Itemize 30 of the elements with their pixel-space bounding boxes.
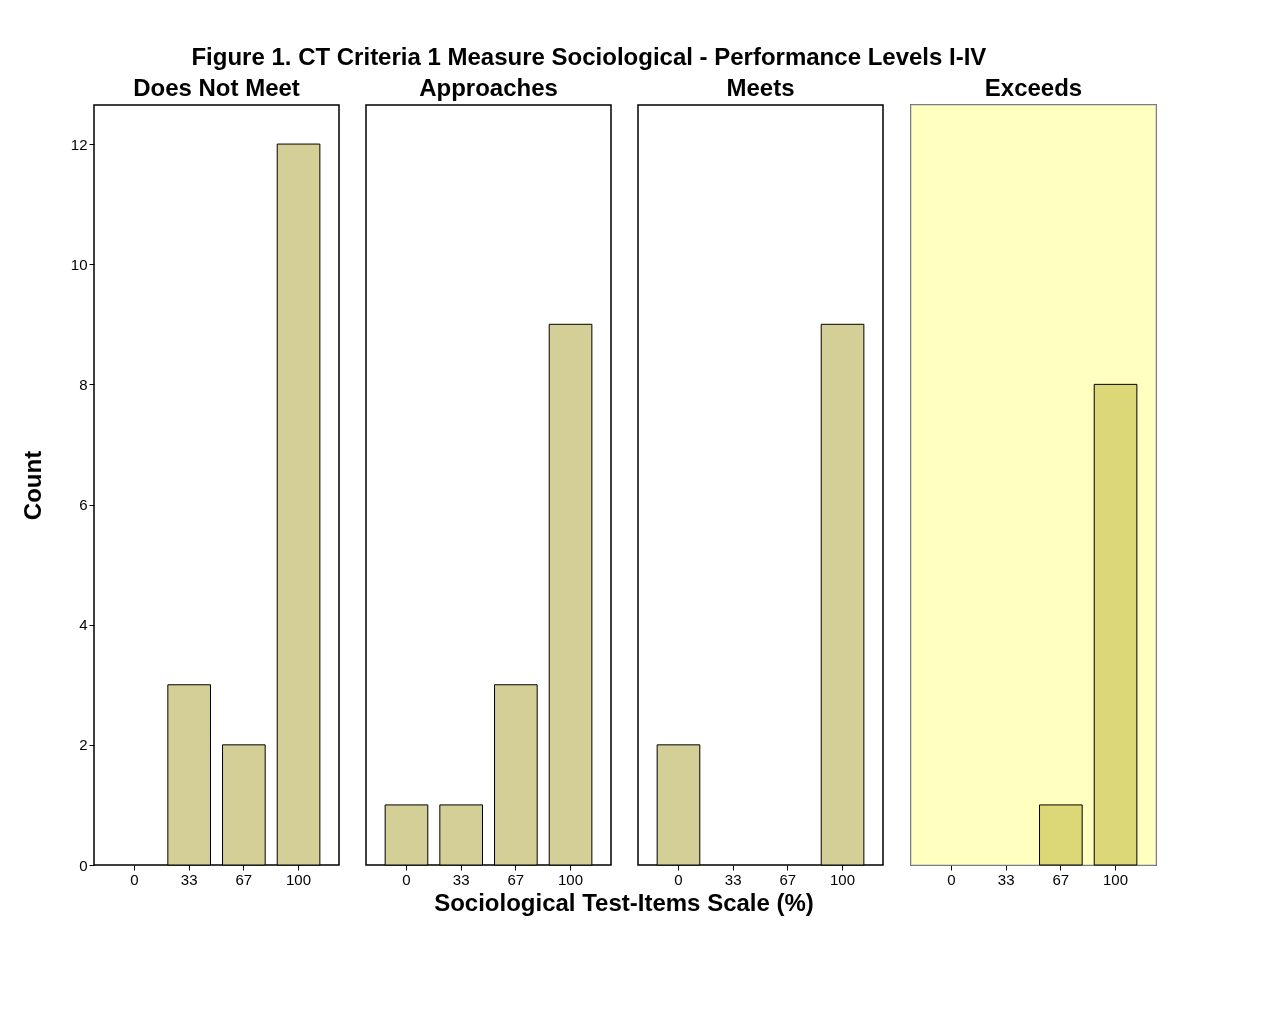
y-tick-label: 8 <box>79 375 88 393</box>
x-axis-title: Sociological Test-Items Scale (%) <box>434 889 814 916</box>
x-tick-label: 67 <box>779 870 797 888</box>
x-tick-label: 33 <box>997 870 1015 888</box>
y-tick-label: 6 <box>79 496 88 514</box>
chart-title: Does Not Meet <box>133 74 300 101</box>
x-tick-label: 0 <box>947 870 956 888</box>
x-tick-label: 67 <box>507 870 525 888</box>
chart-title: Meets <box>726 74 795 101</box>
y-tick-label: 4 <box>79 616 88 634</box>
y-tick-label: 10 <box>70 255 88 273</box>
chart-title: Exceeds <box>984 73 1083 101</box>
x-tick-label: 100 <box>286 870 312 888</box>
y-tick-label: 0 <box>79 856 88 874</box>
x-tick-label: 33 <box>724 870 742 888</box>
x-tick-label: 0 <box>402 870 411 888</box>
y-tick-label: 2 <box>79 736 88 754</box>
caption: Figure 1. CT Criteria 1 Measure Sociological - Performance Levels I-IV <box>191 42 987 70</box>
y-tick-label: 12 <box>70 135 88 153</box>
x-tick-label: 0 <box>130 870 139 888</box>
x-tick-label: 100 <box>1103 870 1129 888</box>
x-tick-label: 33 <box>452 870 470 888</box>
x-tick-label: 67 <box>235 870 253 888</box>
x-tick-label: 0 <box>674 870 683 888</box>
chart-title: Approaches <box>419 74 558 101</box>
x-tick-label: 100 <box>830 870 856 888</box>
x-tick-label: 67 <box>1052 870 1070 888</box>
y-axis-title: Count <box>18 450 46 521</box>
x-tick-label: 100 <box>558 870 584 888</box>
x-tick-label: 33 <box>180 870 198 888</box>
